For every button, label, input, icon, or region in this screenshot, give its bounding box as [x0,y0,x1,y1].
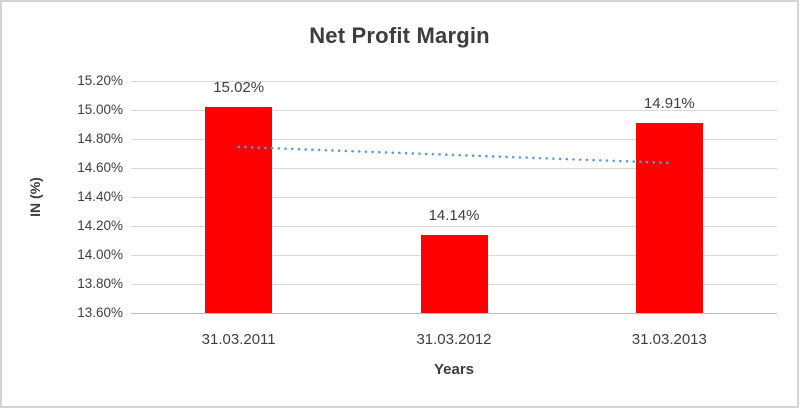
gridline [131,139,777,140]
x-axis-title: Years [433,361,475,378]
y-tick-label: 15.20% [77,73,123,88]
bar-data-label: 14.14% [428,206,480,224]
y-tick-label: 14.60% [77,160,123,175]
y-tick-label: 14.00% [77,247,123,262]
y-tick-label: 14.80% [77,131,123,146]
y-tick-label: 15.00% [77,102,123,117]
gridline [131,168,777,169]
x-tick-label: 31.03.2012 [416,331,492,348]
gridline [131,226,777,227]
bar-data-label: 14.91% [643,95,695,113]
y-tick-label: 14.40% [77,189,123,204]
chart-title: Net Profit Margin [309,23,490,48]
bar-31.03.2012 [420,234,488,313]
y-tick-label: 13.60% [77,305,123,320]
x-axis-line [131,313,777,314]
bar-data-label: 15.02% [213,79,265,97]
y-tick-label: 13.80% [77,276,123,291]
bar-31.03.2013 [635,123,703,313]
y-tick-label: 14.20% [77,218,123,233]
bar-31.03.2011 [205,107,273,313]
x-tick-label: 31.03.2011 [201,331,276,348]
gridline [131,197,777,198]
gridline [131,110,777,111]
gridline [131,81,777,82]
x-tick-label: 31.03.2013 [631,331,707,348]
